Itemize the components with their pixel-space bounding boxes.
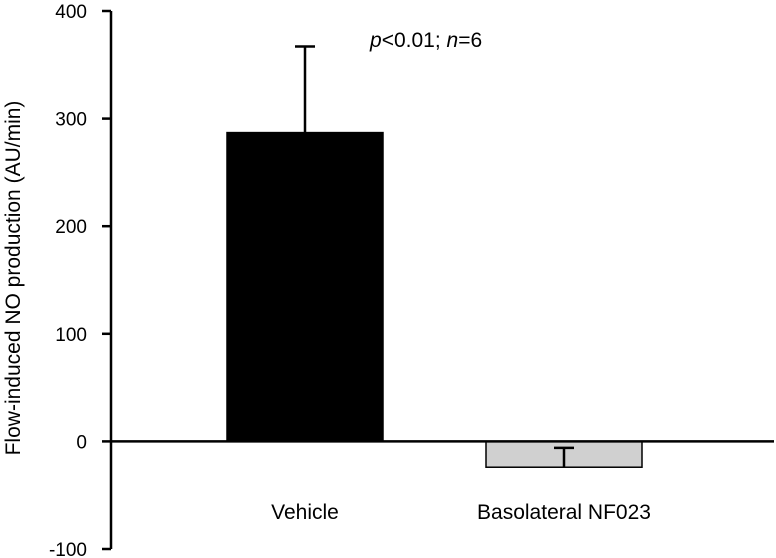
y-tick-label: 200 [55, 217, 87, 238]
error-bars [295, 45, 574, 468]
y-tick-label: -100 [49, 540, 87, 558]
bar-1 [226, 131, 384, 443]
y-tick-label: 100 [55, 325, 87, 346]
category-label: Vehicle [271, 501, 339, 524]
category-label: Basolateral NF023 [477, 501, 651, 524]
p-value-text: <0.01; [382, 29, 447, 52]
y-axis: -100 0 100 200 300 400 [49, 2, 113, 558]
p-symbol: p [369, 29, 382, 52]
y-axis-title: Flow-induced NO production (AU/min) [2, 101, 25, 456]
category-labels: Vehicle Basolateral NF023 [271, 501, 651, 524]
n-value-text: =6 [458, 29, 482, 52]
y-tick-label: 0 [76, 432, 87, 453]
y-tick-label: 400 [55, 2, 87, 23]
n-symbol: n [447, 29, 459, 52]
y-tick-label: 300 [55, 110, 87, 131]
bars [226, 131, 643, 468]
stats-annotation: p<0.01; n=6 [369, 29, 482, 52]
